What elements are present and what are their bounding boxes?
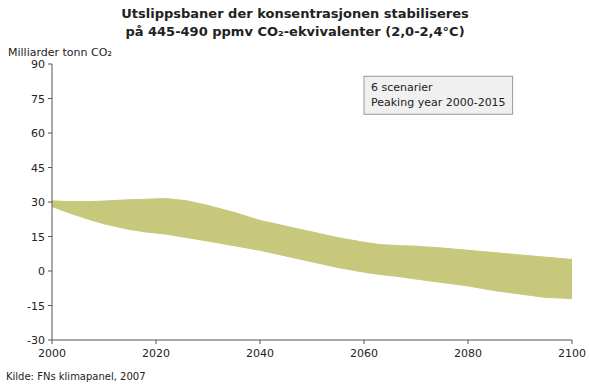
y-tick xyxy=(48,64,52,65)
y-tick-label: -30 xyxy=(27,334,45,347)
x-tick xyxy=(468,340,469,344)
subtitle: på 445-490 ppmv CO₂-ekvivalenter (2,0-2,… xyxy=(125,24,464,39)
x-tick xyxy=(572,340,573,344)
y-tick xyxy=(48,236,52,237)
x-tick-label: 2080 xyxy=(454,347,482,360)
x-tick xyxy=(260,340,261,344)
source-note: Kilde: FNs klimapanel, 2007 xyxy=(6,371,146,382)
x-axis-line xyxy=(52,340,572,341)
y-tick-label: 90 xyxy=(31,58,45,71)
x-tick-label: 2040 xyxy=(246,347,274,360)
x-tick-label: 2020 xyxy=(142,347,170,360)
x-tick xyxy=(52,340,53,344)
y-tick-label: 30 xyxy=(31,196,45,209)
range-edge xyxy=(52,207,572,299)
range-area xyxy=(52,199,572,299)
y-tick xyxy=(48,202,52,203)
y-tick xyxy=(48,167,52,168)
y-tick xyxy=(48,133,52,134)
annotation: 6 scenarier xyxy=(371,81,433,94)
y-tick-label: 75 xyxy=(31,93,45,106)
y-tick-label: 0 xyxy=(38,265,45,278)
title: Utslippsbaner der konsentrasjonen stabil… xyxy=(121,6,469,21)
y-tick-label: 45 xyxy=(31,162,45,175)
plot-area xyxy=(52,199,572,299)
annotation-box: 6 scenarier Peaking year 2000-2015 xyxy=(364,76,513,114)
y-tick xyxy=(48,305,52,306)
y-tick xyxy=(48,271,52,272)
y-tick-label: 60 xyxy=(31,127,45,140)
y-tick-label: 15 xyxy=(31,231,45,244)
x-tick xyxy=(364,340,365,344)
y-axis-label: Milliarder tonn CO₂ xyxy=(8,46,112,59)
y-tick-label: -15 xyxy=(27,300,45,313)
chart: Utslippsbaner der konsentrasjonen stabil… xyxy=(0,0,590,386)
x-tick-label: 2060 xyxy=(350,347,378,360)
annotation: Peaking year 2000-2015 xyxy=(371,96,506,109)
x-tick xyxy=(156,340,157,344)
x-tick-label: 2100 xyxy=(558,347,586,360)
x-tick-label: 2000 xyxy=(38,347,66,360)
y-tick xyxy=(48,98,52,99)
range-edge xyxy=(52,199,572,260)
y-tick xyxy=(48,340,52,341)
annotation-frame xyxy=(364,76,513,114)
